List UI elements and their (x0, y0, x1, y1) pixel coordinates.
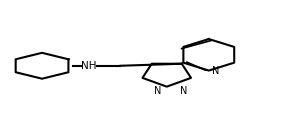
Text: N: N (180, 86, 187, 96)
Text: N: N (212, 66, 220, 76)
Text: N: N (154, 86, 161, 96)
Text: NH: NH (81, 62, 96, 71)
